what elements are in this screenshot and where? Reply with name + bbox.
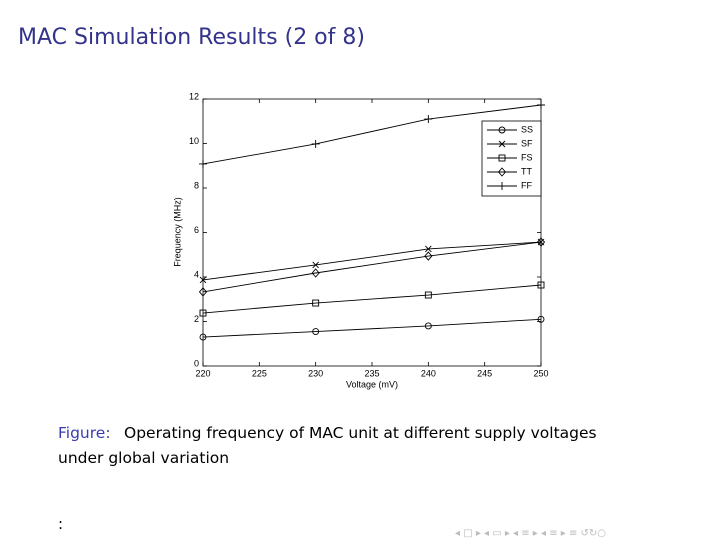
caption-label: Figure: [58, 424, 111, 442]
legend-marker [498, 182, 506, 190]
marker [425, 245, 432, 253]
legend-marker [498, 140, 506, 148]
series-line [202, 241, 542, 281]
y-tick-label: 8 [194, 180, 199, 190]
y-tick-label: 2 [194, 314, 199, 324]
footer-text: : [58, 515, 63, 533]
x-tick-label: 230 [308, 368, 323, 378]
marker [312, 261, 319, 269]
marker [537, 101, 545, 110]
marker [199, 309, 207, 317]
x-tick-label: 220 [195, 368, 210, 378]
marker [424, 291, 432, 299]
marker [199, 333, 207, 341]
marker [311, 139, 320, 148]
series-line [202, 284, 542, 314]
series-line [202, 241, 542, 293]
legend-label: SF [521, 138, 533, 148]
marker [312, 299, 320, 307]
legend-marker [497, 167, 507, 177]
x-tick-label: 250 [533, 368, 548, 378]
y-tick-label: 0 [194, 358, 199, 368]
legend-label: SS [521, 124, 533, 134]
marker [424, 322, 432, 330]
x-tick-label: 235 [364, 368, 379, 378]
marker [424, 115, 433, 124]
x-tick-label: 240 [421, 368, 436, 378]
marker [311, 268, 320, 278]
marker [537, 315, 545, 323]
y-axis-label: Frequency (MHz) [172, 197, 182, 267]
legend-marker [498, 126, 506, 134]
series-line [202, 318, 542, 338]
legend-marker [498, 154, 506, 162]
marker [199, 276, 207, 284]
x-tick-label: 245 [477, 368, 492, 378]
caption-text: Operating frequency of MAC unit at diffe… [124, 424, 597, 442]
y-tick-label: 4 [194, 269, 199, 279]
x-axis-label: Voltage (mV) [346, 379, 398, 389]
marker [312, 328, 320, 335]
caption-text: under global variation [58, 449, 229, 467]
nav-icons: ◂ □ ▸ ◂ ▭ ▸ ◂ ≡ ▸ ◂ ≡ ▸ ≡ ↺↻○ [455, 528, 606, 539]
legend-label: FS [521, 152, 533, 162]
marker [536, 237, 546, 247]
svg-text:◂ □ ▸ ◂ ▭ ▸ ◂ ≡ ▸ ◂ ≡ ▸ ≡: ◂ □ ▸ ◂ ▭ ▸ ◂ ≡ ▸ ◂ ≡ ▸ ≡ ↺↻○ [455, 528, 606, 539]
legend-box [481, 120, 542, 197]
x-tick-label: 225 [252, 368, 267, 378]
legend-label: FF [521, 180, 532, 190]
series-line [202, 104, 542, 165]
marker [424, 251, 433, 261]
marker [199, 159, 207, 168]
slide-title: MAC Simulation Results (2 of 8) [18, 25, 365, 50]
y-tick-label: 6 [194, 225, 199, 235]
marker [537, 281, 545, 289]
marker [198, 287, 208, 297]
y-tick-label: 10 [189, 136, 199, 146]
legend-label: TT [521, 166, 532, 176]
y-tick-label: 12 [189, 91, 199, 101]
